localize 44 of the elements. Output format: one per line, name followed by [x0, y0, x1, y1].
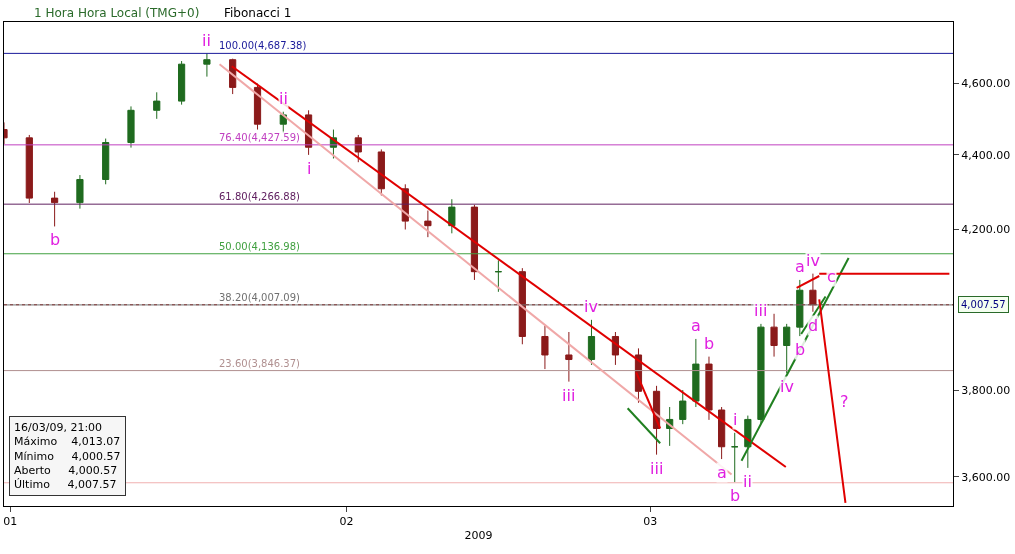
annotation: a: [691, 316, 701, 335]
annotation: b: [50, 230, 61, 249]
chart-title: 1 Hora Hora Local (TMG+0): [34, 6, 200, 20]
ref-line-label: 50.00(4,136.98): [219, 241, 301, 252]
x-axis-title: 2009: [464, 529, 493, 543]
y-tick-label: 4,200.00: [961, 223, 1011, 237]
ref-line-label: 23.60(3,846.37): [219, 358, 301, 369]
y-tick-label: 3,600.00: [961, 470, 1011, 484]
annotation: Máximo 4,013.07: [14, 435, 121, 449]
ref-line-label: 61.80(4,266.88): [219, 191, 301, 202]
annotation: ii: [202, 31, 211, 50]
annotation: ii: [743, 472, 752, 491]
annotation: 16/03/09, 21:00: [14, 421, 103, 434]
annotation: iii: [650, 459, 664, 478]
annotation: iv: [780, 377, 794, 396]
annotation: c: [827, 267, 836, 286]
annotation: ii: [279, 89, 288, 108]
annotation: iii: [754, 301, 768, 320]
y-tick-label: 4,400.00: [961, 148, 1011, 162]
annotation: Último 4,007.57: [14, 478, 117, 492]
annotation: b: [704, 334, 715, 353]
annotation: d: [808, 316, 819, 335]
x-tick-label: 01: [3, 515, 18, 529]
annotation: i: [307, 159, 312, 178]
annotation: iii: [562, 386, 576, 405]
annotation: b: [730, 486, 741, 505]
annotation: a: [717, 463, 727, 482]
y-tick-label: 3,800.00: [961, 383, 1011, 397]
annotation: ?: [840, 392, 849, 411]
annotation: i: [733, 410, 738, 429]
x-tick-label: 03: [643, 515, 658, 529]
annotation: iv: [806, 251, 820, 270]
annotation: iv: [584, 297, 598, 316]
x-tick-label: 02: [339, 515, 354, 529]
ref-line-label: 38.20(4,007.09): [219, 292, 301, 303]
annotation: a: [795, 257, 805, 276]
y-tick-label: 4,600.00: [961, 77, 1011, 91]
annotation: Aberto 4,000.57: [14, 463, 118, 477]
chart-subtitle: Fibonacci 1: [224, 6, 292, 20]
ref-line-label: 100.00(4,687.38): [219, 40, 307, 51]
ref-line-label: 4,007.57: [961, 299, 1006, 310]
annotation: Mínimo 4,000.57: [14, 449, 121, 463]
annotation: b: [795, 340, 806, 359]
ref-line-label: 76.40(4,427.59): [219, 132, 301, 143]
